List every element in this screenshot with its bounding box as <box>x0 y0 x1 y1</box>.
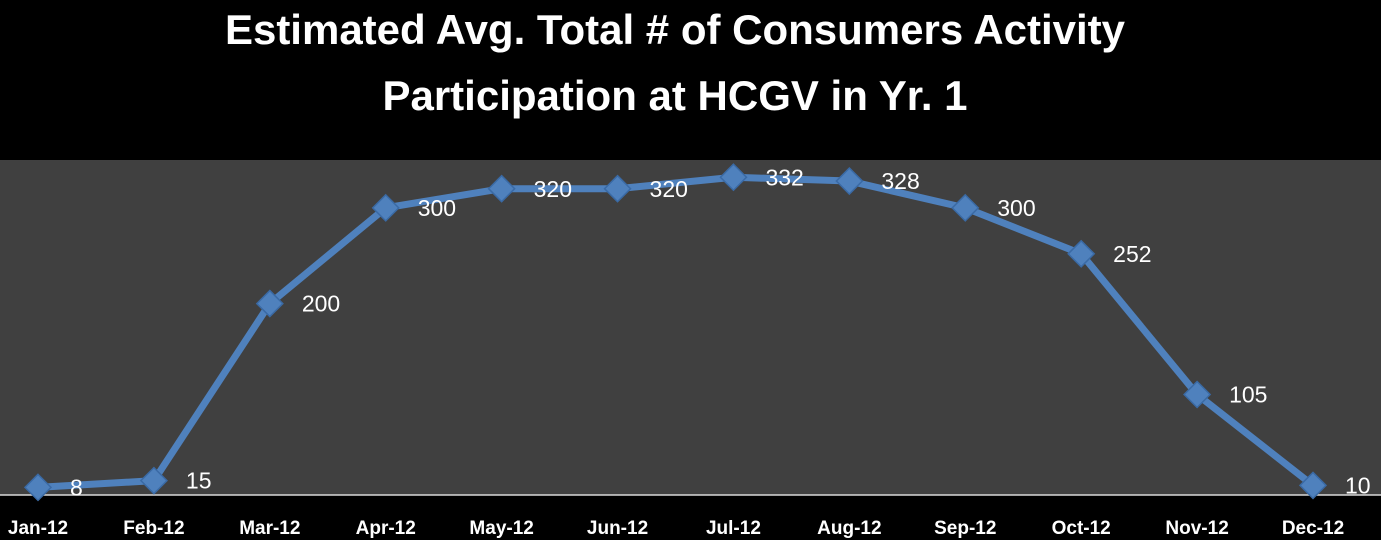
data-label: 105 <box>1229 382 1267 408</box>
x-tick-label: Jan-12 <box>8 518 68 539</box>
x-tick-label: Dec-12 <box>1282 518 1344 539</box>
chart-title: Participation at HCGV in Yr. 1 <box>382 72 967 119</box>
data-label: 332 <box>765 164 803 190</box>
data-label: 252 <box>1113 241 1151 267</box>
marker <box>255 289 284 318</box>
marker <box>951 193 980 222</box>
data-label: 10 <box>1345 473 1371 499</box>
marker <box>603 174 632 203</box>
data-label: 300 <box>997 195 1035 221</box>
marker <box>1067 239 1096 268</box>
chart-title: Estimated Avg. Total # of Consumers Acti… <box>225 6 1126 53</box>
data-label: 300 <box>418 195 456 221</box>
marker <box>1298 471 1328 500</box>
data-label: 320 <box>650 176 688 202</box>
x-tick-label: Sep-12 <box>934 518 996 539</box>
marker <box>1183 380 1212 409</box>
data-label: 328 <box>881 168 919 194</box>
x-tick-label: Oct-12 <box>1052 518 1111 539</box>
marker <box>835 166 864 196</box>
marker <box>487 174 516 203</box>
x-tick-label: Jun-12 <box>587 518 648 539</box>
marker <box>371 193 400 222</box>
marker <box>23 473 53 502</box>
x-tick-label: Nov-12 <box>1165 518 1228 539</box>
data-label: 320 <box>534 176 572 202</box>
marker <box>719 163 748 192</box>
marker <box>139 466 168 495</box>
x-tick-label: Mar-12 <box>239 518 300 539</box>
x-tick-label: Feb-12 <box>123 518 184 539</box>
plot-area <box>0 160 1381 495</box>
x-tick-label: Aug-12 <box>817 518 881 539</box>
data-label: 200 <box>302 291 340 317</box>
x-tick-label: Apr-12 <box>356 518 416 539</box>
x-tick-label: May-12 <box>469 518 533 539</box>
data-label: 15 <box>186 468 212 494</box>
data-label: 8 <box>70 474 83 500</box>
x-tick-label: Jul-12 <box>706 518 761 539</box>
line <box>37 173 1316 491</box>
